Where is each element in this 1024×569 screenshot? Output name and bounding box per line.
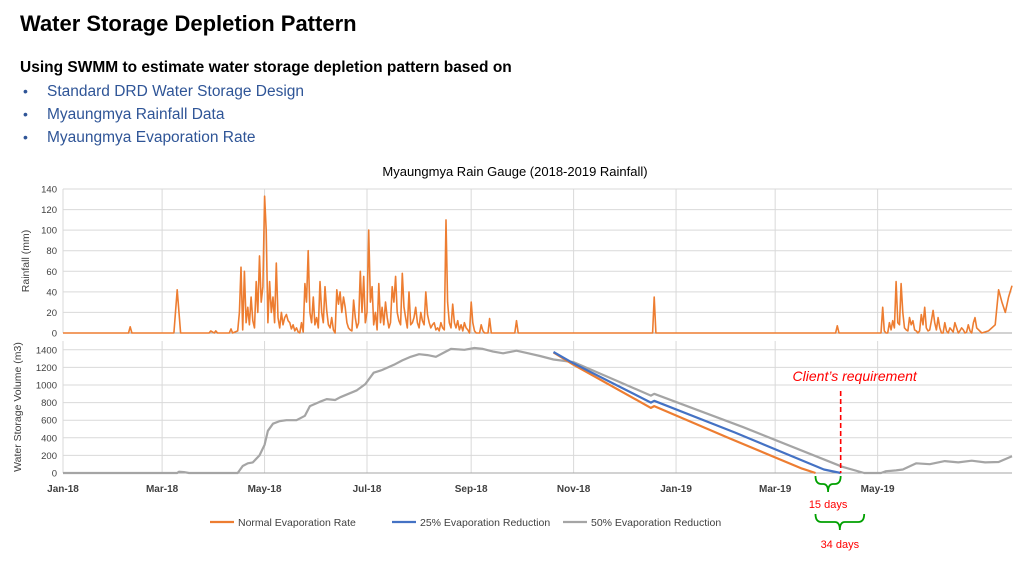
rainfall-ytick-label: 140 [41, 185, 57, 196]
label-34-days: 34 days [821, 539, 860, 551]
chart-title: Myaungmya Rain Gauge (2018-2019 Rainfall… [382, 164, 647, 179]
x-tick-label: Mar-19 [759, 484, 792, 495]
rainfall-ytick-label: 20 [46, 308, 57, 319]
rainfall-series-line [63, 195, 1013, 334]
bullet-item-design: Standard DRD Water Storage Design [20, 80, 304, 103]
storage-ytick-label: 800 [41, 398, 57, 409]
storage-ytick-label: 200 [41, 451, 57, 462]
x-tick-label: May-18 [248, 484, 282, 495]
legend-label-1: Normal Evaporation Rate [238, 517, 356, 529]
storage-series-line-3 [63, 346, 1013, 475]
x-tick-label: Jan-19 [660, 484, 692, 495]
page-title: Water Storage Depletion Pattern [20, 11, 357, 36]
storage-ytick-label: 600 [41, 416, 57, 427]
rainfall-ylabel: Rainfall (mm) [20, 230, 32, 292]
client-requirement-label: Client’s requirement [793, 368, 918, 384]
bullet-list: Standard DRD Water Storage Design Myaung… [20, 80, 304, 149]
x-tick-label: Jul-18 [353, 484, 382, 495]
rainfall-ytick-label: 40 [46, 287, 57, 298]
bullet-item-rainfall: Myaungmya Rainfall Data [20, 103, 304, 126]
legend-label-2: 25% Evaporation Reduction [420, 517, 550, 529]
rainfall-ytick-label: 0 [52, 329, 57, 340]
storage-series-line-1 [552, 351, 816, 475]
legend-label-3: 50% Evaporation Reduction [591, 517, 721, 529]
brace-34-days [814, 513, 866, 531]
storage-ytick-label: 1400 [36, 345, 57, 356]
annotations: Client’s requirement 15 days 34 days [793, 368, 918, 551]
x-tick-label: Mar-18 [146, 484, 179, 495]
x-tick-label: Jan-18 [47, 484, 79, 495]
storage-ytick-label: 1000 [36, 381, 57, 392]
page-subtitle: Using SWMM to estimate water storage dep… [20, 59, 512, 76]
rainfall-ytick-label: 120 [41, 205, 57, 216]
storage-ytick-label: 400 [41, 433, 57, 444]
rainfall-ytick-label: 60 [46, 267, 57, 278]
rainfall-ytick-label: 100 [41, 226, 57, 237]
label-15-days: 15 days [809, 499, 848, 511]
rainfall-ytick-label: 80 [46, 246, 57, 257]
storage-ylabel: Water Storage Volume (m3) [12, 342, 24, 472]
storage-ytick-label: 1200 [36, 363, 57, 374]
legend: Normal Evaporation Rate 25% Evaporation R… [210, 517, 721, 529]
x-tick-label: Sep-18 [455, 484, 488, 495]
bullet-item-evaporation: Myaungmya Evaporation Rate [20, 126, 304, 149]
x-tick-label: May-19 [861, 484, 895, 495]
rainfall-panel: 0 20 40 60 80 100 120 140 [41, 185, 1013, 340]
storage-panel: 0 200 400 600 800 1000 1200 1400 Jan-18 Mar-18 May… [36, 341, 1013, 495]
storage-series-line-2 [552, 351, 841, 475]
storage-ytick-label: 0 [52, 469, 57, 480]
brace-15-days [814, 475, 842, 493]
x-tick-label: Nov-18 [557, 484, 591, 495]
